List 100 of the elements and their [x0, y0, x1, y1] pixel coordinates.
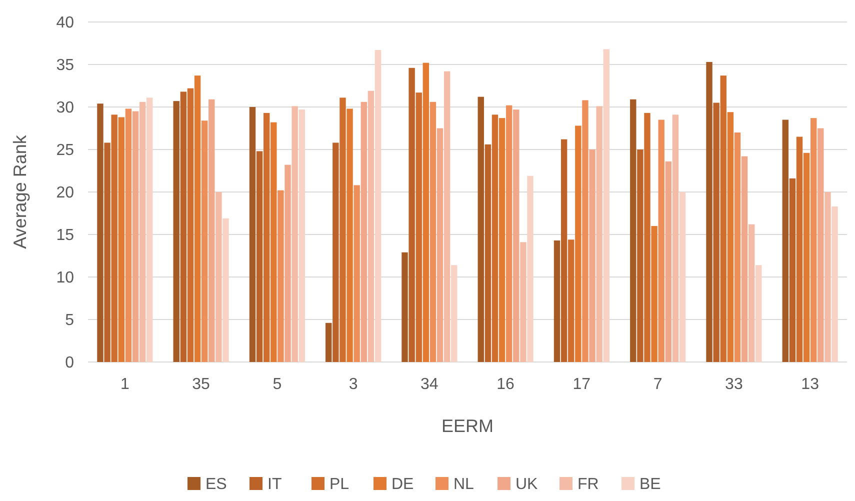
legend-label: FR	[578, 476, 599, 493]
x-tick-label: 1	[120, 376, 130, 393]
bar	[360, 102, 367, 362]
legend-label: PL	[330, 476, 350, 493]
bar	[789, 178, 796, 362]
bar	[298, 110, 305, 362]
bar	[782, 120, 788, 362]
bar	[208, 99, 215, 362]
bar	[402, 252, 408, 362]
x-tick-label: 3	[348, 376, 358, 393]
y-tick-label: 25	[56, 142, 74, 160]
bar	[104, 142, 110, 362]
y-tick-label: 20	[56, 184, 74, 202]
bar	[748, 224, 755, 362]
bar	[340, 98, 346, 362]
y-tick-label: 30	[56, 100, 74, 117]
legend-label: UK	[516, 476, 538, 493]
bar	[444, 71, 450, 362]
legend-label: BE	[640, 476, 661, 493]
bar	[727, 112, 734, 362]
x-tick-label: 16	[496, 376, 515, 393]
x-tick-label: 35	[192, 376, 210, 393]
bar	[368, 90, 374, 362]
bar	[644, 112, 650, 362]
bar	[422, 62, 430, 362]
bar	[520, 242, 526, 362]
x-tick-label: 7	[653, 376, 662, 393]
bar	[416, 92, 422, 362]
x-tick-label: 17	[572, 376, 591, 393]
bar	[554, 240, 560, 362]
bar	[111, 114, 118, 362]
legend-label: NL	[454, 476, 474, 493]
y-axis-title: Average Rank	[10, 134, 30, 249]
bar	[706, 62, 712, 362]
bar	[506, 105, 512, 362]
bar	[201, 120, 208, 362]
bar	[256, 151, 263, 362]
bar	[408, 68, 415, 362]
bar	[132, 111, 139, 362]
bar	[216, 192, 222, 362]
bar	[637, 150, 644, 362]
bar	[263, 112, 270, 362]
bar	[824, 192, 831, 362]
bar	[832, 206, 838, 362]
bar	[484, 144, 492, 362]
bar	[803, 152, 810, 362]
bar	[651, 226, 658, 362]
bar	[146, 98, 153, 362]
y-tick-label: 10	[56, 270, 74, 287]
bar	[672, 114, 679, 362]
bar	[222, 218, 229, 362]
bar	[810, 118, 817, 362]
bar	[478, 96, 484, 362]
x-tick-label: 33	[725, 376, 743, 393]
bar	[354, 185, 360, 362]
bar	[498, 118, 506, 362]
bar	[270, 122, 277, 362]
bar	[734, 132, 741, 362]
legend-label: IT	[268, 476, 282, 493]
bar	[292, 106, 298, 362]
bar	[139, 102, 146, 362]
bar	[180, 92, 187, 362]
y-tick-label: 5	[65, 312, 74, 330]
bar	[560, 139, 568, 362]
bar	[118, 117, 124, 362]
x-tick-label: 13	[801, 376, 820, 393]
bar	[492, 114, 498, 362]
bar	[513, 110, 520, 362]
bar	[125, 108, 132, 362]
bar	[278, 190, 284, 362]
x-tick-label: 5	[272, 376, 282, 393]
y-tick-label: 0	[65, 354, 74, 372]
legend-label: ES	[206, 476, 227, 493]
bar	[249, 107, 256, 362]
bar	[741, 156, 748, 362]
bar	[451, 265, 458, 362]
bar	[173, 101, 180, 362]
bar	[658, 120, 664, 362]
bar	[346, 108, 353, 362]
bar	[596, 106, 602, 362]
bar	[720, 76, 726, 362]
bar	[187, 88, 194, 362]
bar	[332, 142, 339, 362]
bar	[284, 164, 291, 362]
x-axis-title: EERM	[441, 416, 494, 436]
y-tick-label: 35	[56, 57, 74, 74]
bar	[430, 102, 436, 362]
y-tick-label: 15	[56, 227, 74, 244]
bar	[756, 265, 762, 362]
legend-label: DE	[392, 476, 414, 493]
y-tick-label: 40	[56, 14, 74, 32]
bar	[436, 128, 444, 362]
bar	[713, 102, 720, 362]
bar	[589, 150, 596, 362]
bar	[194, 76, 201, 362]
bar	[575, 126, 582, 362]
bar	[603, 49, 610, 362]
bar	[679, 192, 686, 362]
bar	[97, 104, 104, 362]
bar	[374, 50, 382, 362]
